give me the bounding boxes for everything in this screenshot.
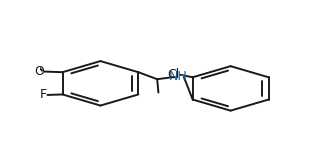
Text: O: O bbox=[34, 65, 44, 78]
Text: Cl: Cl bbox=[167, 68, 179, 81]
Text: NH: NH bbox=[169, 69, 188, 82]
Text: F: F bbox=[39, 88, 47, 101]
